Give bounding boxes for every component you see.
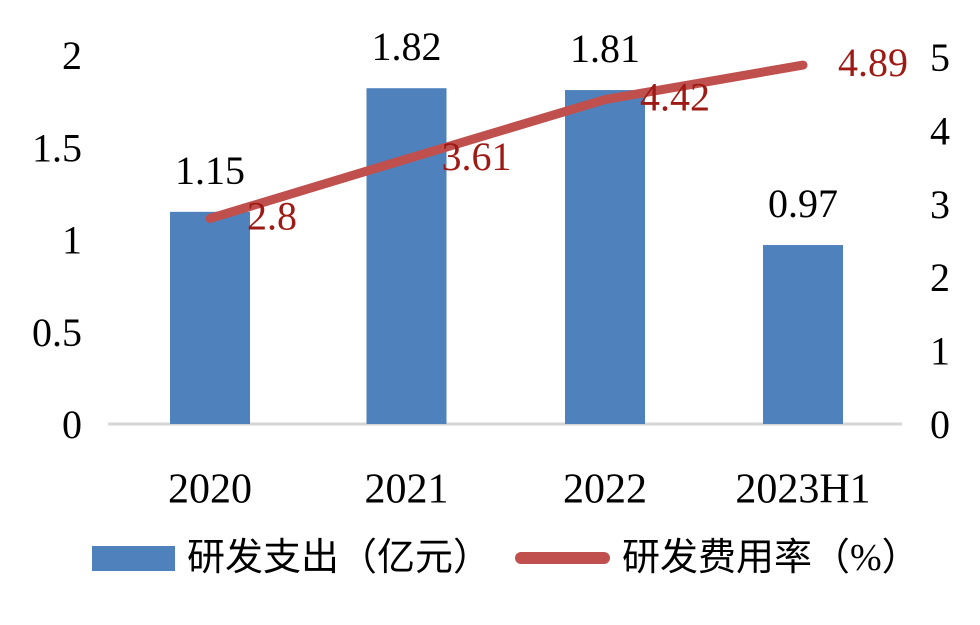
right-axis-tick-2: 2: [930, 255, 950, 300]
left-axis-tick-0.5: 0.5: [32, 310, 82, 355]
left-axis-tick-1: 1: [62, 218, 82, 263]
bar-value-label-2023H1: 0.97: [768, 181, 838, 226]
bar-value-label-2022: 1.81: [570, 26, 640, 71]
left-axis-tick-0: 0: [62, 402, 82, 447]
bar-series-legend-label: 研发支出（亿元）: [187, 537, 492, 579]
rate-line: [205, 60, 808, 223]
bar-2022: [565, 90, 645, 425]
rate-value-label-2023H1: 4.89: [838, 40, 908, 85]
bar-value-label-2021: 1.82: [372, 24, 442, 69]
rate-value-label-2021: 3.61: [442, 134, 512, 179]
line-series-legend-label: 研发费用率（%）: [622, 537, 920, 579]
bar-series-swatch: [92, 545, 175, 571]
line-series-swatch: [515, 552, 611, 564]
rate-value-label-2020: 2.8: [247, 193, 297, 238]
x-axis-label-2020: 2020: [168, 467, 252, 513]
left-axis-tick-2: 2: [62, 33, 82, 78]
left-axis-tick-1.5: 1.5: [32, 125, 82, 170]
right-axis-tick-1: 1: [930, 329, 950, 374]
rate-value-label-2022: 4.42: [640, 75, 710, 120]
right-axis-tick-0: 0: [930, 402, 950, 447]
x-axis-label-2022: 2022: [563, 467, 647, 513]
right-axis-tick-5: 5: [930, 35, 950, 80]
right-axis-tick-4: 4: [930, 108, 950, 153]
chart-legend: 研发支出（亿元） 研发费用率（%）: [92, 536, 920, 580]
right-axis-tick-3: 3: [930, 182, 950, 227]
bar-value-label-2020: 1.15: [175, 148, 245, 193]
bar-2021: [366, 88, 447, 425]
bar-2023H1: [763, 245, 843, 424]
x-axis-label-2023H1: 2023H1: [735, 467, 870, 513]
x-axis-label-2021: 2021: [365, 467, 449, 513]
bar-2020: [170, 211, 250, 424]
